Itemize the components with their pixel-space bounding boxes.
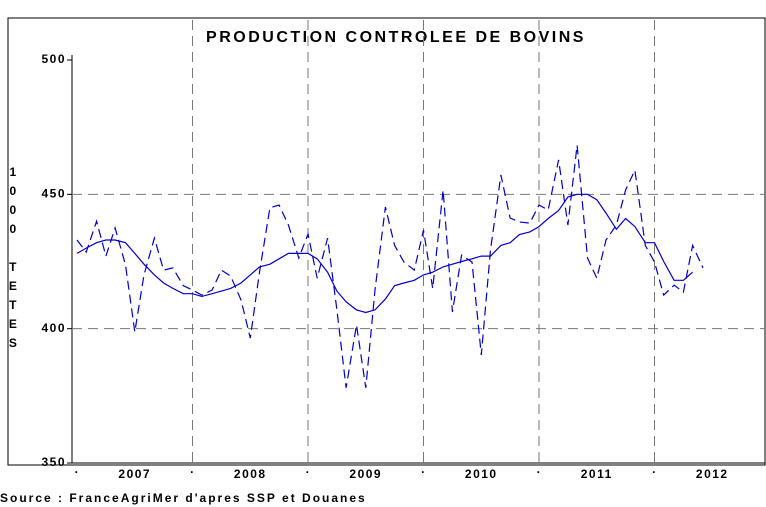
x-tick-label: . [306, 462, 311, 476]
y-tick-label: 500 [41, 52, 66, 66]
y-tick-label: 350 [41, 455, 66, 469]
x-year-label: 2012 [696, 467, 729, 481]
x-tick-label: . [537, 462, 542, 476]
x-year-label: 2007 [118, 467, 151, 481]
y-tick-label: 450 [41, 187, 66, 201]
x-tick-label: . [652, 462, 657, 476]
x-year-label: 2009 [349, 467, 382, 481]
source: Source : FranceAgriMer d'apres SSP et Do… [0, 491, 367, 505]
x-year-label: 2010 [465, 467, 498, 481]
frame [7, 17, 766, 466]
chart-title: PRODUCTION CONTROLEE DE BOVINS [206, 29, 586, 46]
x-year-label: 2008 [234, 467, 267, 481]
series-line [76, 193, 693, 314]
x-tick-label: . [190, 462, 195, 476]
y-tick-label: 400 [41, 321, 66, 335]
x-tick-label: . [421, 462, 426, 476]
series-line [76, 145, 704, 388]
y-axis-label: 1000 TETES [6, 165, 20, 355]
x-year-label: 2011 [581, 467, 613, 481]
x-tick-label: . [75, 462, 80, 476]
